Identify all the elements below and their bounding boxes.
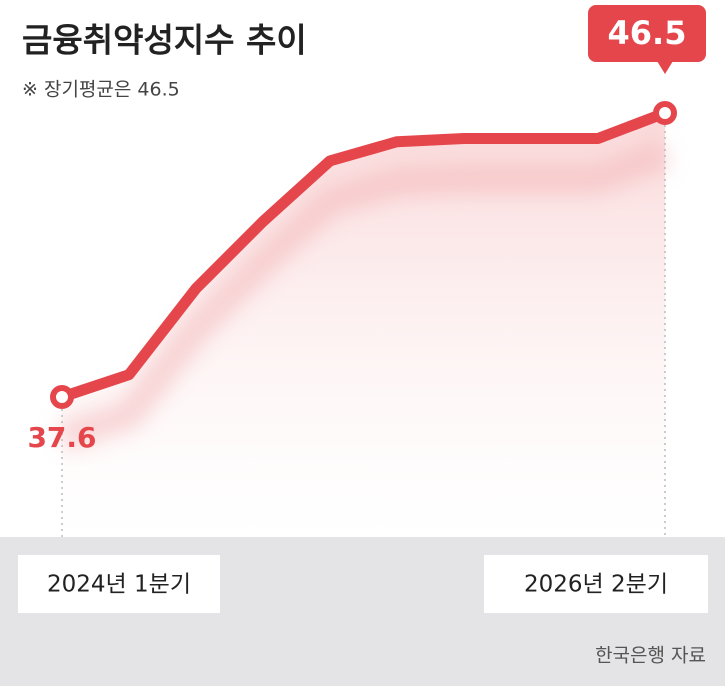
line: [56, 107, 671, 403]
point: [653, 101, 677, 125]
callout-pointer: [657, 61, 673, 74]
chart-title: 금융취약성지수 추이: [22, 21, 307, 60]
chart-subtitle: ※ 장기평균은 46.5: [22, 79, 180, 101]
callout-box: [588, 5, 706, 62]
point: [50, 385, 74, 409]
value-label: 46.5: [608, 14, 687, 52]
area-shade: [62, 113, 665, 537]
category-box: [18, 555, 220, 613]
value-label: 37.6: [27, 421, 96, 454]
x-tick-label: 2026년 2분기: [524, 572, 668, 598]
source: 한국은행 자료: [595, 645, 706, 667]
x-tick-label: 2024년 1분기: [47, 572, 191, 598]
category-box: [484, 555, 708, 613]
line-glow: [57, 138, 671, 452]
